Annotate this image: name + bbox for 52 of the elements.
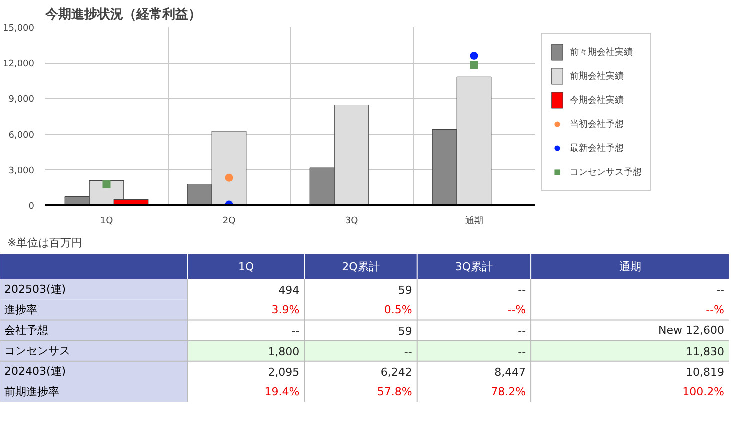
text: --% (508, 304, 526, 316)
x-tick-label: 3Q (345, 216, 358, 226)
text: 78.2% (491, 386, 526, 399)
y-tick-label: 0 (28, 202, 35, 212)
text: -- (518, 325, 526, 338)
text: 進捗率 (4, 304, 38, 316)
text: 0.5% (384, 304, 412, 316)
category-label: 2Q累計 (342, 260, 380, 274)
y-tick-label: 3,000 (8, 166, 35, 176)
text: コンセンサス (4, 344, 70, 358)
text: -- (518, 346, 526, 359)
text: 会社予想 (4, 324, 48, 338)
text: 494 (278, 284, 300, 297)
legend-label: 今期会社実績 (570, 94, 624, 106)
category-label: 1Q (238, 260, 254, 274)
text: 2,095 (268, 366, 300, 380)
text: -- (518, 284, 526, 297)
text: 11,830 (686, 346, 725, 359)
legend-label: コンセンサス予想 (570, 166, 642, 178)
y-tick-label: 6,000 (8, 130, 35, 141)
text: 59 (398, 325, 412, 338)
legend-label: 最新会社予想 (570, 142, 624, 154)
text: 59 (398, 284, 412, 297)
x-tick-label: 2Q (222, 216, 236, 226)
text: New 12,600 (658, 324, 725, 338)
text: 3.9% (272, 304, 300, 316)
text: 10,819 (686, 366, 725, 380)
text: 19.4% (264, 386, 300, 399)
y-tick-label: 15,000 (3, 24, 35, 34)
x-tick-label: 1Q (100, 216, 114, 226)
category-label: 3Q累計 (455, 260, 494, 274)
text: 202403(連) (4, 365, 66, 378)
chart-title: 今期進捗状況（経常利益） (44, 6, 202, 22)
text: 100.2% (682, 386, 725, 399)
y-tick-label: 9,000 (8, 95, 35, 106)
text: -- (404, 346, 412, 359)
text: 6,242 (380, 366, 412, 380)
text: 1,800 (268, 346, 300, 359)
text: 202503(連) (4, 282, 66, 296)
text: 前期進捗率 (4, 386, 60, 399)
legend-label: 当初会社予想 (570, 118, 624, 130)
legend-label: 前々期会社実績 (570, 46, 633, 58)
text: 57.8% (377, 386, 412, 399)
category-label: 通期 (619, 260, 642, 274)
text: 8,447 (494, 366, 526, 380)
legend-label: 前期会社実績 (570, 70, 624, 82)
text: --% (706, 304, 725, 316)
text: ※単位は百万円 (8, 236, 83, 250)
text: -- (292, 325, 300, 338)
x-tick-label: 通期 (465, 216, 484, 226)
text: -- (716, 284, 725, 297)
y-tick-label: 12,000 (3, 60, 35, 70)
